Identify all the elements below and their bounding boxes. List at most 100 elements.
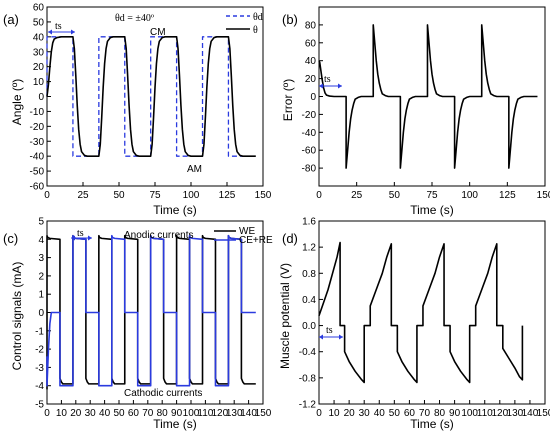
x-tick-label: 80 <box>434 408 446 419</box>
x-tick-label: 125 <box>219 190 236 201</box>
series-line-series-0 <box>318 24 538 169</box>
panel-d-ts-label: ts <box>326 325 333 336</box>
x-tick-label: 90 <box>449 408 461 419</box>
x-tick-label: 0 <box>44 190 50 201</box>
panel-a-equation: θd = ±40º <box>115 13 154 24</box>
y-tick-label: -2 <box>35 345 44 356</box>
y-tick-label: 20 <box>33 62 45 73</box>
x-tick-label: 50 <box>113 408 125 419</box>
x-tick-label: 100 <box>461 190 478 201</box>
panel-c-xlabel: Time (s) <box>153 417 197 431</box>
y-tick-label: -20 <box>302 110 317 121</box>
x-tick-label: 120 <box>491 408 508 419</box>
x-tick-label: 40 <box>374 408 386 419</box>
y-tick-label: -60 <box>302 146 317 157</box>
y-tick-label: -10 <box>30 107 45 118</box>
legend-label-we: WE <box>239 226 255 237</box>
panel-a-xlabel: Time (s) <box>153 203 197 217</box>
x-tick-label: 110 <box>477 408 493 419</box>
legend-label-theta-d: θd <box>253 12 263 23</box>
x-tick-label: 150 <box>537 408 550 419</box>
x-tick-label: 110 <box>197 408 213 419</box>
legend-label-ce-re: CE+RE <box>239 235 273 246</box>
y-tick-label: 0.0 <box>302 321 316 332</box>
x-tick-label: 50 <box>389 408 401 419</box>
y-tick-label: 40 <box>305 56 317 67</box>
y-tick-label: -20 <box>30 122 45 133</box>
panel-d-label: (d) <box>282 231 298 246</box>
y-tick-label: 20 <box>305 74 317 85</box>
x-tick-label: 0 <box>316 408 322 419</box>
x-tick-label: 150 <box>255 190 272 201</box>
y-tick-label: 5 <box>38 217 44 228</box>
panel-b-ylabel: Error (º) <box>281 79 295 121</box>
x-tick-label: 0 <box>44 408 50 419</box>
x-tick-label: 100 <box>183 408 200 419</box>
panel-a-ts-marker: ts <box>48 21 75 35</box>
x-tick-label: 70 <box>142 408 154 419</box>
y-tick-label: -40 <box>302 128 317 139</box>
panel-b-xlabel: Time (s) <box>410 203 454 217</box>
x-tick-label: 140 <box>240 408 257 419</box>
x-tick-label: 0 <box>316 190 322 201</box>
x-tick-label: 150 <box>537 190 550 201</box>
y-tick-label: -3 <box>35 363 44 374</box>
panel-a-cm-label: CM <box>150 27 166 38</box>
panel-b: (b) Error (º) Time (s) 0 25 50 75 100 125 150 -… <box>281 6 550 217</box>
x-tick-label: 100 <box>461 408 478 419</box>
panel-c-ts-label: ts <box>77 228 84 239</box>
y-tick-label: 1.6 <box>302 217 316 228</box>
panel-c-cathodic-label: Cathodic currents <box>124 388 202 399</box>
x-tick-label: 130 <box>226 408 243 419</box>
panel-a-plot: 0 25 50 75 100 125 150 -60 -50 -40 -30 -20 -10 0 10 20 3… <box>30 3 272 202</box>
y-tick-label: -30 <box>30 137 45 148</box>
x-tick-label: 10 <box>56 408 68 419</box>
panel-c-ts-marker: ts <box>71 228 92 241</box>
y-tick-label: 60 <box>305 38 317 49</box>
panel-c: (c) Control signals (mA) Time (s) 0 10 20 3… <box>3 217 273 432</box>
plot-frame <box>318 6 546 187</box>
y-tick-label: -1.2 <box>299 400 317 411</box>
y-tick-label: 30 <box>33 47 45 58</box>
panel-c-legend: WE CE+RE <box>214 226 273 246</box>
panel-d-ylabel: Muscle potential (V) <box>278 263 292 369</box>
y-tick-label: 60 <box>33 3 45 14</box>
y-tick-label: 3 <box>38 253 44 264</box>
x-tick-label: 125 <box>499 190 516 201</box>
panel-a: (a) Angle (º) Time (s) 0 25 50 75 100 125 150-… <box>3 3 272 218</box>
series-line--d <box>46 36 256 157</box>
x-tick-label: 20 <box>344 408 356 419</box>
y-tick-label: 1.2 <box>302 243 316 254</box>
series-line-ce-re <box>46 234 256 387</box>
y-tick-label: 2 <box>38 271 44 282</box>
x-tick-label: 120 <box>211 408 228 419</box>
y-tick-label: 1 <box>38 290 44 301</box>
x-tick-label: 25 <box>351 190 363 201</box>
series-line-series-0 <box>318 241 524 384</box>
legend-label-theta: θ <box>253 25 258 36</box>
x-tick-label: 75 <box>149 190 161 201</box>
x-tick-label: 60 <box>404 408 416 419</box>
x-tick-label: 50 <box>113 190 125 201</box>
y-tick-label: -40 <box>30 152 45 163</box>
plot-frame <box>46 220 264 405</box>
y-tick-label: 40 <box>33 32 45 43</box>
x-tick-label: 70 <box>419 408 431 419</box>
panel-d-ts-marker: ts <box>319 325 343 340</box>
x-tick-label: 60 <box>128 408 140 419</box>
panel-b-label: (b) <box>282 12 298 27</box>
panel-b-ts-label: ts <box>324 74 331 85</box>
panel-a-am-label: AM <box>187 164 202 175</box>
y-tick-label: 0 <box>38 92 44 103</box>
x-tick-label: 50 <box>389 190 401 201</box>
y-tick-label: -80 <box>302 164 317 175</box>
x-tick-label: 140 <box>522 408 539 419</box>
panel-c-label: (c) <box>3 231 18 246</box>
x-tick-label: 100 <box>183 190 200 201</box>
y-tick-label: 0.8 <box>302 269 316 280</box>
panel-c-anodic-label: Anodic currents <box>124 230 193 241</box>
panel-d-xlabel: Time (s) <box>410 417 454 431</box>
y-tick-label: 4 <box>38 235 44 246</box>
